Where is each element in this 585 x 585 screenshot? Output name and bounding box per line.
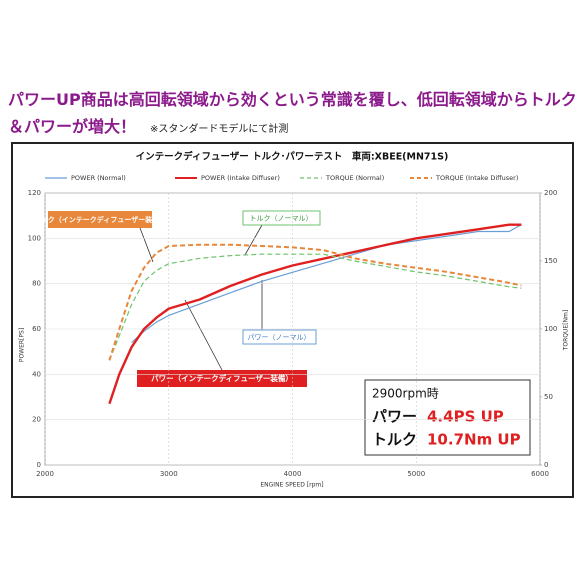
headline: パワーUP商品は高回転領域から効くという常識を覆し、低回転領域からトルク＆パワー… — [8, 90, 577, 136]
annotation: パワー（インテークディフューザー装備） — [151, 373, 293, 383]
y2-axis-label: TORQUE[Nm] — [563, 310, 570, 351]
y-tick-label: 100 — [28, 234, 41, 242]
leader — [244, 224, 263, 256]
series-line — [108, 253, 522, 361]
annotation-box — [242, 210, 321, 226]
annotation: トルク（ノーマル） — [250, 215, 313, 223]
gain-label: トルク — [372, 431, 417, 449]
y-tick-label: 0 — [37, 461, 41, 469]
y-axis-label: POWER[PS] — [19, 328, 26, 362]
leaders — [139, 224, 263, 371]
x-tick-label: 5000 — [407, 470, 425, 478]
series-line — [108, 223, 522, 405]
note: ※スタンダードモデルにて計測 — [150, 124, 289, 135]
gain-value: 10.7Nm UP — [427, 431, 521, 449]
x-tick-label: 3000 — [160, 470, 178, 478]
x-tick-label: 2000 — [36, 470, 54, 478]
y-tick-label: 120 — [28, 189, 41, 197]
annotation-box — [242, 329, 317, 345]
chart-title: インテークディフューザー トルク･パワーテスト 車両:XBEE(MN71S) — [136, 151, 449, 163]
legend-label: POWER (Normal) — [71, 174, 126, 182]
y-tick-label: 80 — [32, 280, 41, 288]
leader — [184, 299, 223, 371]
series-line — [131, 224, 522, 344]
legend-label: POWER (Intake Diffuser) — [201, 174, 280, 182]
gain-value: 4.4PS UP — [427, 408, 504, 426]
data-layer — [108, 223, 522, 405]
legend-label: TORQUE (Normal) — [325, 174, 384, 182]
y-tick-label: 20 — [32, 416, 41, 424]
annotation-box — [48, 211, 152, 228]
y-tick-label: 60 — [32, 325, 41, 333]
x-tick-label: 4000 — [284, 470, 302, 478]
leader — [139, 227, 154, 263]
y2-tick-label: 200 — [544, 189, 557, 197]
y2-tick-label: 150 — [544, 257, 557, 265]
gain-label: パワー — [372, 408, 417, 426]
annotation: トルク（インテークディフューザー装備） — [34, 215, 166, 224]
x-axis-label: ENGINE SPEED [rpm] — [260, 482, 323, 489]
gain-box — [364, 379, 531, 456]
y2-tick-label: 100 — [544, 325, 557, 333]
headline-block: パワーUP商品は高回転領域から効くという常識を覆し、低回転領域からトルク＆パワー… — [8, 86, 580, 143]
y2-tick-label: 50 — [544, 393, 553, 401]
y2-tick-label: 0 — [544, 461, 548, 469]
x-tick-label: 6000 — [531, 470, 549, 478]
annotation: パワー（ノーマル） — [248, 334, 311, 342]
legend-label: TORQUE (Intake Diffuser) — [435, 174, 518, 182]
y-tick-label: 40 — [32, 370, 41, 378]
series-line — [108, 243, 522, 361]
gain-title: 2900rpm時 — [372, 387, 439, 401]
